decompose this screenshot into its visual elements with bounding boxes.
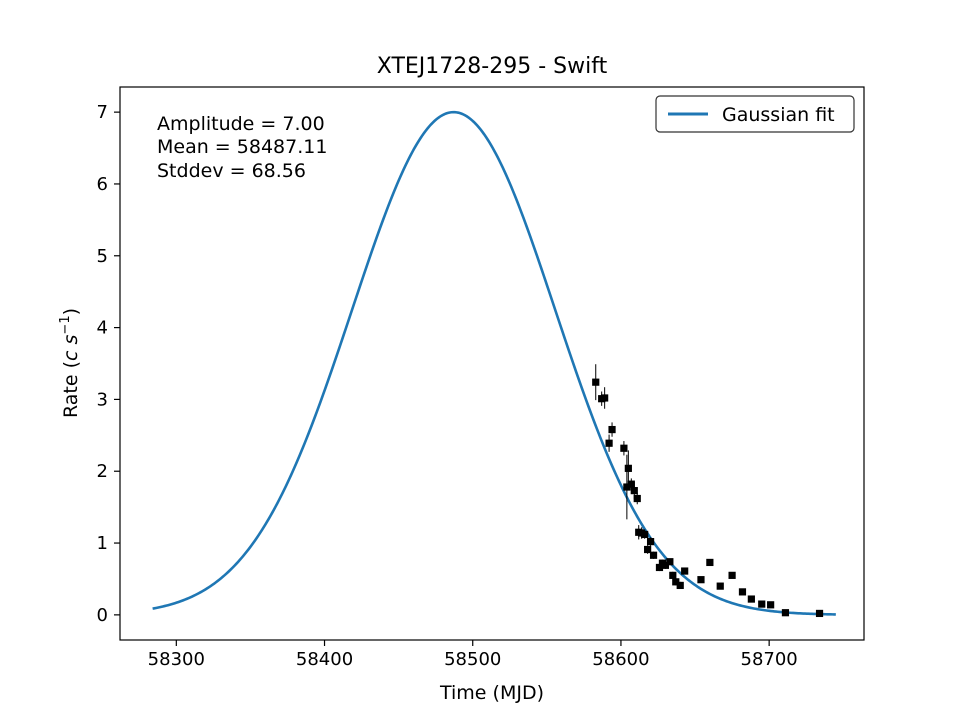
chart-title: XTEJ1728-295 - Swift: [377, 54, 608, 79]
data-point: [681, 567, 689, 575]
fit-parameters: Amplitude = 7.00 Mean = 58487.11 Stddev …: [157, 113, 327, 182]
data-point: [767, 601, 775, 609]
data-point: [669, 571, 677, 579]
data-point: [676, 581, 684, 590]
data-point: [641, 530, 649, 539]
axes-frame: [119, 86, 865, 641]
fit-curve: [152, 110, 836, 616]
data-point: [627, 480, 635, 488]
y-axis: 0 1 2 3 4 5 6 7: [97, 102, 120, 626]
data-point: [738, 588, 747, 596]
data-point: [697, 576, 705, 584]
data-point: [624, 464, 632, 472]
data-point: [672, 578, 680, 586]
x-tick-label: 58300: [148, 649, 205, 670]
plot-area: [152, 110, 836, 618]
legend: Gaussian fit: [655, 95, 855, 133]
data-point: [601, 394, 609, 402]
y-tick-label: 2: [97, 461, 108, 482]
y-tick-label: 0: [97, 605, 108, 626]
x-tick-label: 58700: [741, 649, 798, 670]
y-tick-label: 7: [97, 102, 108, 123]
data-point: [666, 558, 674, 566]
data-point: [649, 551, 658, 559]
data-point: [630, 487, 638, 495]
x-tick-label: 58600: [592, 649, 649, 670]
data-point: [646, 538, 655, 546]
data-point: [758, 600, 766, 608]
data-point: [815, 609, 824, 618]
x-tick-label: 58500: [444, 649, 501, 670]
data-point: [781, 609, 790, 617]
y-tick-label: 6: [97, 174, 108, 195]
x-axis: 58300 58400 58500 58600 58700: [148, 640, 798, 670]
data-point: [620, 444, 628, 452]
data-point: [728, 571, 736, 579]
y-tick-label: 3: [97, 389, 108, 410]
data-point: [661, 561, 670, 569]
data-point: [633, 494, 641, 503]
legend-box: [655, 95, 855, 133]
data-point: [605, 439, 613, 447]
x-axis-label: Time (MJD): [439, 682, 544, 704]
data-point: [623, 483, 631, 491]
legend-label: Gaussian fit: [722, 104, 835, 126]
data-point: [608, 425, 616, 434]
annotation-stddev: Stddev = 68.56: [157, 160, 306, 182]
x-tick-label: 58400: [296, 649, 353, 670]
data-point: [592, 378, 600, 386]
annotation-mean: Mean = 58487.11: [157, 136, 327, 158]
y-tick-label: 1: [97, 533, 108, 554]
y-tick-label: 5: [97, 246, 108, 267]
y-tick-label: 4: [97, 318, 108, 339]
y-axis-label: Rate (c s−1): [58, 308, 82, 418]
data-point: [706, 558, 714, 567]
data-point: [644, 545, 652, 554]
data-point: [747, 595, 755, 603]
annotation-amplitude: Amplitude = 7.00: [157, 113, 325, 135]
data-point: [716, 582, 724, 590]
data-point: [655, 563, 664, 572]
